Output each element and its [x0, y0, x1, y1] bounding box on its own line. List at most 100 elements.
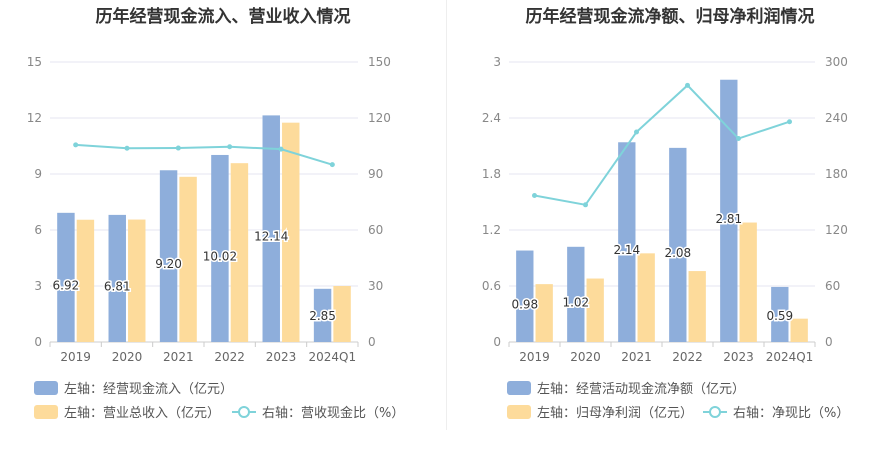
right-axis-tick-label: 180: [825, 167, 848, 181]
data-label: 2.14: [613, 243, 640, 257]
bar: [720, 79, 738, 342]
legend-item-series-1[interactable]: 左轴：经营现金流入（亿元）: [34, 378, 233, 397]
right-axis-tick-label: 150: [368, 55, 391, 69]
line-series: [75, 143, 333, 166]
legend-swatch: [34, 404, 58, 419]
legend-item-series-3[interactable]: 右轴：营收现金比（%）: [232, 402, 404, 421]
x-axis-tick-label: 2023: [723, 350, 754, 364]
right-axis-tick-label: 60: [368, 223, 383, 237]
left-axis-tick-label: 1.8: [482, 167, 501, 181]
left-axis-tick-label: 0: [34, 335, 42, 349]
line-point: [124, 145, 130, 151]
data-label: 6.92: [53, 278, 80, 292]
chart-legend: 左轴：经营活动现金流净额（亿元） 左轴：归母净利润（亿元） 右轴：净现比（%）: [447, 372, 893, 432]
bar: [688, 271, 706, 342]
left-axis-tick-label: 3: [34, 279, 42, 293]
bar: [282, 122, 300, 343]
x-axis-tick-label: 2021: [163, 350, 194, 364]
line-point: [685, 82, 690, 88]
legend-item-series-1[interactable]: 左轴：经营活动现金流净额（亿元）: [507, 378, 745, 397]
data-label: 0.98: [511, 297, 538, 311]
chart-title: 历年经营现金流入、营业收入情况: [95, 7, 351, 27]
left-axis-tick-label: 3: [493, 55, 501, 69]
x-axis-tick-label: 2019: [519, 350, 550, 364]
line-point: [73, 142, 79, 148]
left-axis-tick-label: 12: [27, 111, 42, 125]
right-axis-tick-label: 0: [368, 335, 376, 349]
chart-panel-netcash-profit: 历年经营现金流净额、归母净利润情况 0 0.6 1.2 1.8 2.4 3 0 60 120 18…: [447, 0, 893, 458]
data-label: 2.08: [664, 246, 691, 260]
data-label: 12.14: [254, 230, 288, 244]
bar: [535, 284, 553, 342]
legend-item-series-3[interactable]: 右轴：净现比（%）: [703, 402, 849, 421]
bar: [618, 142, 636, 342]
left-axis-tick-label: 2.4: [482, 111, 501, 125]
line-point: [278, 146, 284, 152]
legend-label: 左轴：经营活动现金流净额（亿元）: [537, 382, 746, 397]
right-axis-tick-label: 60: [825, 279, 840, 293]
bar: [262, 115, 280, 343]
chart-legend: 左轴：经营现金流入（亿元） 左轴：营业总收入（亿元） 右轴：营收现金比（%）: [0, 372, 446, 432]
data-label: 2.81: [715, 212, 742, 226]
data-label: 0.59: [766, 309, 793, 323]
right-axis-tick-label: 240: [825, 111, 848, 125]
legend-item-series-2[interactable]: 左轴：营业总收入（亿元）: [34, 402, 220, 421]
legend-swatch: [507, 404, 531, 419]
bar: [567, 246, 585, 342]
right-axis-tick-label: 120: [825, 223, 848, 237]
left-axis-tick-label: 6: [34, 223, 42, 237]
right-axis-tick-label: 30: [368, 279, 383, 293]
left-axis-tick-label: 0: [493, 335, 501, 349]
data-label: 10.02: [203, 249, 237, 263]
legend-label: 右轴：营收现金比（%）: [262, 406, 405, 421]
right-axis-tick-label: 90: [368, 167, 383, 181]
line-point: [329, 162, 335, 168]
right-axis-tick-label: 120: [368, 111, 391, 125]
left-axis-tick-label: 15: [27, 55, 42, 69]
legend-label: 左轴：营业总收入（亿元）: [64, 406, 221, 421]
data-label: 2.85: [309, 309, 336, 323]
data-label: 6.81: [104, 279, 131, 293]
bar: [211, 154, 229, 342]
line-point: [532, 192, 537, 198]
legend-swatch: [34, 380, 58, 395]
bar: [333, 286, 351, 342]
bar: [230, 163, 249, 342]
bar: [771, 286, 789, 342]
x-axis-tick-label: 2022: [672, 350, 703, 364]
bar: [57, 212, 75, 342]
data-label: 9.20: [155, 257, 182, 271]
legend-label: 左轴：经营现金流入（亿元）: [64, 382, 234, 397]
bar: [790, 318, 808, 342]
legend-swatch: [703, 405, 727, 419]
panel-divider: [446, 0, 447, 430]
legend-swatch: [507, 380, 531, 395]
chart-plot: 0 0.6 1.2 1.8 2.4 3 0 60 120 180 240 300 2019 2020 202…: [482, 55, 848, 364]
bar: [76, 219, 95, 342]
line-point: [736, 136, 741, 142]
line-point: [175, 145, 181, 151]
x-axis-tick-label: 2022: [214, 350, 245, 364]
bar: [128, 219, 146, 342]
x-axis-tick-label: 2021: [621, 350, 652, 364]
bar: [108, 214, 126, 342]
chart-panel-cashflow-revenue: 历年经营现金流入、营业收入情况 0 3 6 9 12 15 0 30 60 90 120 150 201…: [0, 0, 446, 458]
legend-label: 左轴：归母净利润（亿元）: [537, 406, 694, 421]
x-axis-tick-label: 2024Q1: [309, 350, 357, 364]
line-series: [534, 83, 790, 206]
chart-title: 历年经营现金流净额、归母净利润情况: [525, 7, 815, 27]
line-point: [227, 144, 233, 150]
line-point: [634, 129, 639, 135]
bar: [586, 278, 604, 342]
left-axis-tick-label: 9: [34, 167, 42, 181]
line-point: [583, 202, 588, 208]
x-axis-tick-label: 2019: [60, 350, 91, 364]
left-axis-tick-label: 1.2: [482, 223, 501, 237]
bar: [739, 222, 757, 342]
x-axis-tick-label: 2020: [112, 350, 143, 364]
bar: [179, 176, 197, 342]
x-axis-tick-label: 2024Q1: [766, 350, 814, 364]
line-point: [787, 119, 792, 125]
legend-item-series-2[interactable]: 左轴：归母净利润（亿元）: [507, 402, 693, 421]
